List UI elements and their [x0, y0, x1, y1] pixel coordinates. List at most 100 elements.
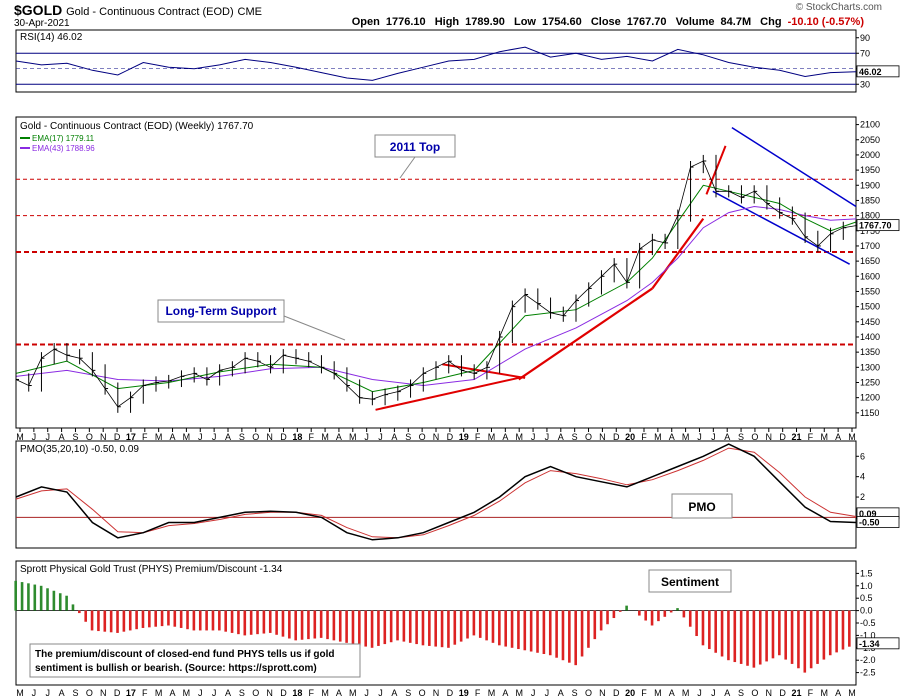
sentiment-tick-label: 0.5	[860, 593, 873, 603]
sentiment-bar	[504, 610, 507, 647]
sentiment-bar	[440, 610, 444, 648]
sentiment-bar	[778, 610, 781, 656]
sentiment-bar	[491, 610, 495, 643]
rsi-tick-label: 70	[860, 48, 870, 58]
sentiment-bar	[720, 610, 724, 657]
sentiment-bar	[453, 610, 457, 645]
price-tick-label: 1800	[860, 211, 880, 221]
bottom-month-label: O	[751, 688, 758, 698]
sentiment-bar	[841, 610, 845, 650]
sentiment-bar	[708, 610, 711, 650]
bottom-month-label: N	[599, 688, 606, 698]
month-label: A	[170, 432, 176, 442]
month-label: M	[682, 432, 690, 442]
sentiment-bar	[275, 610, 278, 635]
sentiment-bar	[256, 610, 259, 635]
price-tick-label: 1400	[860, 332, 880, 342]
pmo-tick-label: 6	[860, 451, 865, 461]
rsi-tick-label: 90	[860, 33, 870, 43]
bottom-month-label: M	[16, 688, 24, 698]
sentiment-bar	[97, 610, 100, 632]
sentiment-bar	[377, 610, 380, 646]
sentiment-bar	[523, 610, 527, 651]
pmo-tick-label: 2	[860, 492, 865, 502]
ohlc-readout: Open 1776.10 High 1789.90 Low 1754.60 Close…	[351, 16, 864, 28]
price-tick-label: 1150	[860, 408, 879, 418]
chart-header: $GOLD Gold - Continuous Contract (EOD) C…	[0, 0, 900, 30]
month-label: S	[405, 432, 411, 442]
sentiment-bar	[128, 610, 132, 631]
sentiment-bar	[332, 610, 336, 641]
sentiment-bar	[790, 610, 794, 664]
bottom-month-label: M	[821, 688, 829, 698]
sentiment-bar	[116, 610, 119, 633]
bottom-month-label: M	[183, 688, 191, 698]
sentiment-tick-label: -2.0	[860, 655, 876, 665]
sentiment-bar	[797, 610, 800, 669]
trendline-2019-2020	[518, 287, 653, 381]
month-label: F	[308, 432, 314, 442]
sentiment-bar	[268, 610, 272, 633]
price-tick-label: 2100	[860, 120, 880, 130]
bottom-month-label: N	[266, 688, 273, 698]
month-label: A	[502, 432, 508, 442]
price-last-value: 1767.70	[859, 221, 892, 231]
sentiment-bar	[447, 610, 450, 648]
sentiment-bar	[186, 610, 189, 630]
sentiment-bar	[326, 610, 329, 640]
sentiment-bar	[625, 605, 628, 611]
bottom-month-label: M	[349, 688, 357, 698]
month-label: A	[724, 432, 730, 442]
month-label: N	[599, 432, 606, 442]
annotation-2011-top-pointer	[399, 156, 416, 179]
sentiment-bar	[657, 610, 660, 622]
bottom-month-label: D	[613, 688, 620, 698]
sentiment-bar	[650, 610, 654, 626]
bottom-month-label: A	[669, 688, 675, 698]
pmo-signal-line	[15, 447, 857, 539]
bottom-month-label: J	[545, 688, 550, 698]
pmo-line	[15, 443, 857, 541]
month-label: A	[558, 432, 564, 442]
symbol-title: $GOLD Gold - Continuous Contract (EOD) C…	[14, 2, 262, 18]
sentiment-note-box	[29, 643, 361, 678]
month-label: 17	[126, 432, 136, 442]
month-label: O	[585, 432, 592, 442]
bottom-month-label: J	[212, 688, 217, 698]
price-tick-label: 1950	[860, 165, 880, 175]
sentiment-bar	[65, 595, 68, 611]
price-tick-label: 1200	[860, 393, 880, 403]
sentiment-last-value: -1.34	[859, 639, 880, 649]
month-label: N	[100, 432, 107, 442]
channel-upper-line	[731, 126, 857, 208]
bottom-month-label: O	[86, 688, 93, 698]
price-tick-label: 1650	[860, 256, 880, 266]
bottom-month-label: M	[321, 688, 329, 698]
annotation-support-box	[157, 299, 285, 323]
month-label: O	[252, 432, 259, 442]
sentiment-bar	[682, 610, 686, 618]
month-label: O	[751, 432, 758, 442]
sentiment-bar	[173, 610, 177, 627]
pmo-legend: PMO(35,20,10) -0.50, 0.09	[20, 444, 139, 455]
bottom-month-label: F	[142, 688, 148, 698]
bottom-month-label: 17	[126, 688, 136, 698]
annotation-support-pointer	[283, 315, 346, 341]
ema17-line	[15, 184, 857, 393]
sentiment-bar	[459, 610, 463, 642]
sentiment-bar	[548, 610, 552, 656]
bottom-month-label: 21	[792, 688, 802, 698]
bottom-month-label: D	[114, 688, 121, 698]
bottom-month-label: M	[515, 688, 523, 698]
month-label: M	[155, 432, 163, 442]
month-label: J	[697, 432, 702, 442]
sentiment-bar	[669, 610, 673, 613]
sentiment-note-line: The premium/discount of closed-end fund …	[35, 649, 334, 660]
sentiment-bar	[288, 610, 291, 639]
sentiment-bar	[78, 610, 81, 614]
chart-date: 30-Apr-2021	[14, 18, 70, 29]
bottom-month-label: O	[419, 688, 426, 698]
rsi-last-value: 46.02	[859, 67, 882, 77]
price-tick-label: 1900	[860, 180, 880, 190]
